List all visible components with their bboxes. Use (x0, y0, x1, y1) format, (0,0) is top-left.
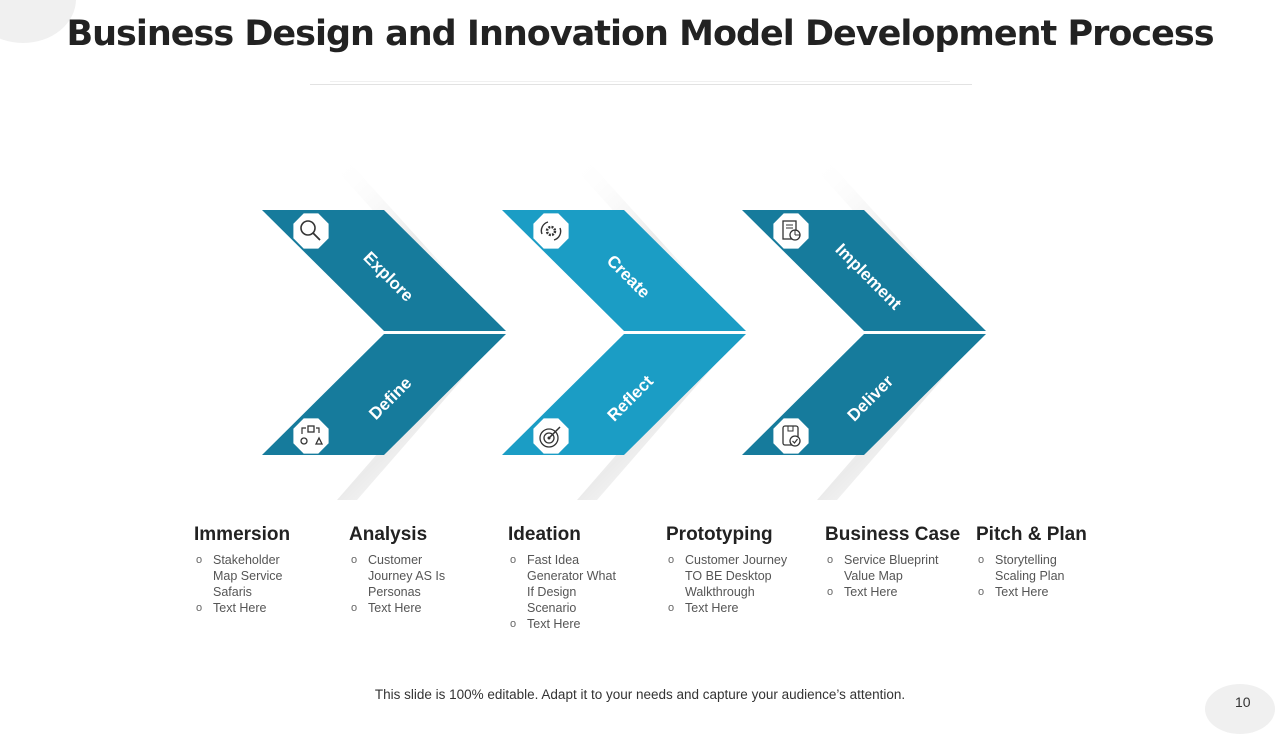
stage-heading: Prototyping (666, 524, 773, 545)
stage-1: Immersion Stakeholder Map Service Safaris… (194, 524, 334, 616)
stage-item: Text Here (666, 600, 796, 616)
stage-item: Text Here (194, 600, 304, 616)
stage-item: Text Here (349, 600, 464, 616)
title-divider-shadow (330, 81, 950, 82)
stage-heading: Immersion (194, 524, 291, 545)
stage-heading: Analysis (349, 524, 428, 545)
page-number: 10 (1235, 694, 1251, 710)
stage-item: Text Here (508, 616, 623, 632)
footer-note: This slide is 100% editable. Adapt it to… (374, 687, 906, 702)
stage-items: Storytelling Scaling PlanText Here (976, 552, 1076, 600)
stage-items: Customer Journey TO BE Desktop Walkthrou… (666, 552, 796, 616)
gear-cycle-icon (533, 213, 569, 249)
stage-item: Text Here (825, 584, 940, 600)
stage-item: Stakeholder Map Service Safaris (194, 552, 304, 600)
stage-items: Customer Journey AS Is PersonasText Here (349, 552, 464, 616)
report-chart-icon (773, 213, 809, 249)
stage-item: Storytelling Scaling Plan (976, 552, 1076, 584)
stage-6: Pitch & Plan Storytelling Scaling PlanTex… (976, 524, 1096, 600)
page-number-badge: 10 (1205, 684, 1275, 734)
stage-items: Stakeholder Map Service SafarisText Here (194, 552, 304, 616)
stage-heading: Business Case (825, 524, 961, 545)
target-icon (533, 418, 569, 454)
stage-heading: Ideation (508, 524, 581, 545)
title-divider (310, 84, 972, 85)
stage-2: Analysis Customer Journey AS Is PersonasT… (349, 524, 489, 616)
flowchart-shapes-icon (293, 418, 329, 454)
package-check-icon (773, 418, 809, 454)
stage-5: Business Case Service Blueprint Value Map… (825, 524, 965, 600)
stage-item: Customer Journey TO BE Desktop Walkthrou… (666, 552, 796, 600)
stage-item: Fast Idea Generator What If Design Scena… (508, 552, 623, 616)
stage-items: Fast Idea Generator What If Design Scena… (508, 552, 623, 632)
stage-item: Customer Journey AS Is Personas (349, 552, 464, 600)
magnifier-icon (293, 213, 329, 249)
stage-item: Text Here (976, 584, 1076, 600)
stage-3: Ideation Fast Idea Generator What If Desi… (508, 524, 648, 632)
page-title: Business Design and Innovation Model Dev… (66, 14, 1214, 54)
stage-4: Prototyping Customer Journey TO BE Deskto… (666, 524, 806, 616)
stage-items: Service Blueprint Value MapText Here (825, 552, 940, 600)
stage-item: Service Blueprint Value Map (825, 552, 940, 584)
stage-heading: Pitch & Plan (976, 524, 1087, 545)
